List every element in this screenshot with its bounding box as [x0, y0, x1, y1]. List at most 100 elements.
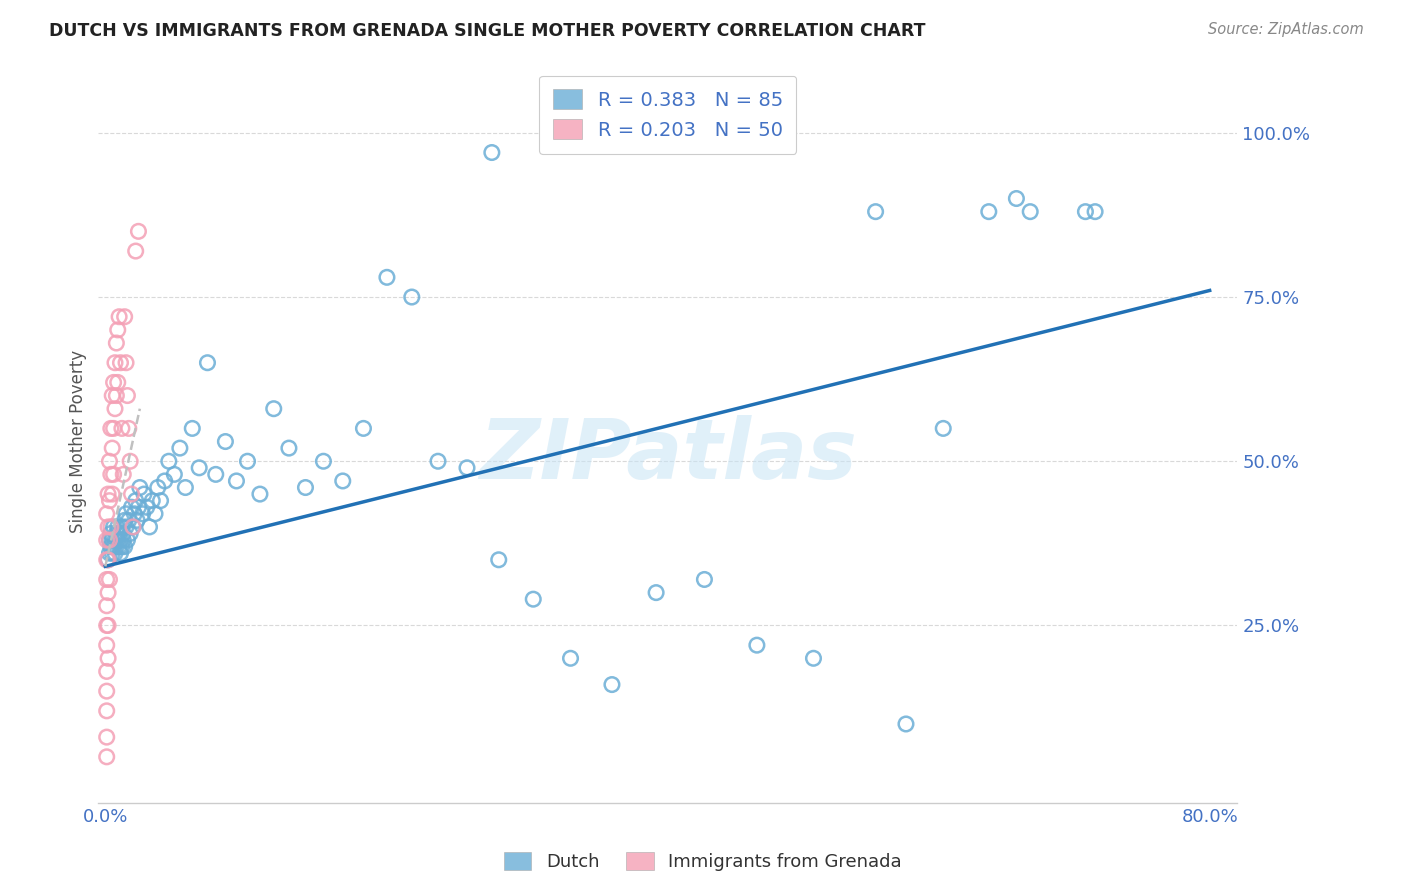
- Point: [153, 474, 176, 488]
- Point: [118, 421, 141, 435]
- Point: [375, 270, 398, 285]
- Point: [110, 533, 132, 547]
- Legend: Dutch, Immigrants from Grenada: Dutch, Immigrants from Grenada: [498, 845, 908, 879]
- Point: [117, 533, 139, 547]
- Point: [181, 421, 204, 435]
- Point: [98, 493, 121, 508]
- Point: [112, 533, 135, 547]
- Point: [103, 467, 125, 482]
- Point: [132, 487, 155, 501]
- Point: [111, 540, 134, 554]
- Point: [803, 651, 825, 665]
- Point: [97, 618, 120, 632]
- Point: [103, 540, 125, 554]
- Text: Source: ZipAtlas.com: Source: ZipAtlas.com: [1208, 22, 1364, 37]
- Point: [157, 454, 180, 468]
- Point: [101, 388, 124, 402]
- Point: [488, 553, 510, 567]
- Point: [120, 526, 142, 541]
- Point: [127, 224, 149, 238]
- Point: [188, 460, 211, 475]
- Point: [107, 520, 129, 534]
- Point: [353, 421, 375, 435]
- Point: [98, 533, 121, 547]
- Point: [101, 546, 124, 560]
- Point: [125, 493, 148, 508]
- Point: [101, 533, 124, 547]
- Point: [105, 388, 128, 402]
- Point: [118, 513, 141, 527]
- Point: [97, 487, 120, 501]
- Point: [114, 513, 136, 527]
- Point: [143, 507, 166, 521]
- Text: DUTCH VS IMMIGRANTS FROM GRENADA SINGLE MOTHER POVERTY CORRELATION CHART: DUTCH VS IMMIGRANTS FROM GRENADA SINGLE …: [49, 22, 925, 40]
- Point: [107, 323, 129, 337]
- Point: [865, 204, 887, 219]
- Point: [1074, 204, 1097, 219]
- Point: [560, 651, 582, 665]
- Point: [105, 526, 128, 541]
- Point: [169, 441, 191, 455]
- Point: [98, 454, 121, 468]
- Point: [120, 454, 142, 468]
- Point: [197, 356, 219, 370]
- Point: [138, 520, 160, 534]
- Point: [115, 356, 138, 370]
- Point: [96, 573, 118, 587]
- Point: [101, 487, 124, 501]
- Point: [125, 244, 148, 258]
- Point: [332, 474, 354, 488]
- Point: [277, 441, 299, 455]
- Point: [108, 526, 131, 541]
- Point: [124, 507, 146, 521]
- Point: [101, 441, 124, 455]
- Point: [100, 520, 122, 534]
- Point: [225, 474, 247, 488]
- Point: [105, 336, 128, 351]
- Point: [645, 585, 668, 599]
- Point: [214, 434, 236, 449]
- Point: [174, 481, 197, 495]
- Point: [204, 467, 226, 482]
- Y-axis label: Single Mother Poverty: Single Mother Poverty: [69, 350, 87, 533]
- Point: [115, 520, 138, 534]
- Point: [100, 421, 122, 435]
- Point: [112, 526, 135, 541]
- Point: [125, 513, 148, 527]
- Point: [236, 454, 259, 468]
- Point: [122, 520, 145, 534]
- Point: [131, 507, 153, 521]
- Point: [294, 481, 316, 495]
- Point: [104, 356, 127, 370]
- Point: [115, 507, 138, 521]
- Point: [600, 677, 623, 691]
- Point: [977, 204, 1000, 219]
- Point: [98, 546, 121, 560]
- Point: [111, 421, 134, 435]
- Point: [163, 467, 186, 482]
- Point: [1019, 204, 1042, 219]
- Point: [522, 592, 544, 607]
- Point: [135, 500, 157, 515]
- Point: [104, 533, 127, 547]
- Text: ZIPatlas: ZIPatlas: [479, 416, 856, 497]
- Point: [104, 401, 127, 416]
- Point: [103, 376, 125, 390]
- Point: [100, 526, 122, 541]
- Point: [1005, 192, 1028, 206]
- Point: [103, 520, 125, 534]
- Point: [110, 546, 132, 560]
- Point: [456, 460, 478, 475]
- Point: [108, 540, 131, 554]
- Point: [107, 533, 129, 547]
- Point: [263, 401, 285, 416]
- Point: [693, 573, 716, 587]
- Point: [127, 500, 149, 515]
- Point: [96, 684, 118, 698]
- Point: [96, 599, 118, 613]
- Legend: R = 0.383   N = 85, R = 0.203   N = 50: R = 0.383 N = 85, R = 0.203 N = 50: [540, 76, 796, 153]
- Point: [481, 145, 503, 160]
- Point: [96, 507, 118, 521]
- Point: [96, 730, 118, 744]
- Point: [114, 310, 136, 324]
